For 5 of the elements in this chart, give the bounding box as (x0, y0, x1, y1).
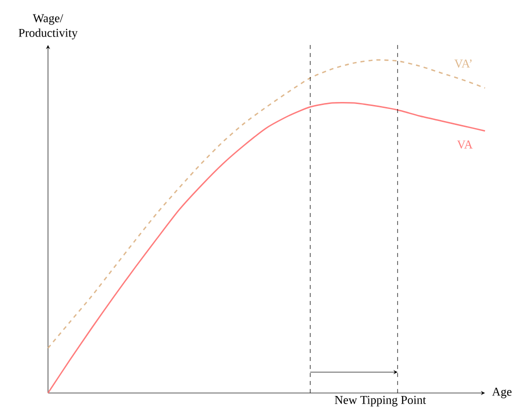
text: New Tipping Point (334, 396, 426, 406)
y-axis-title: Wage/ Productivity (18, 14, 78, 40)
series-label: VA (457, 140, 473, 149)
x-axis-title: Age (492, 388, 512, 398)
series-label: VA’ (454, 60, 472, 68)
